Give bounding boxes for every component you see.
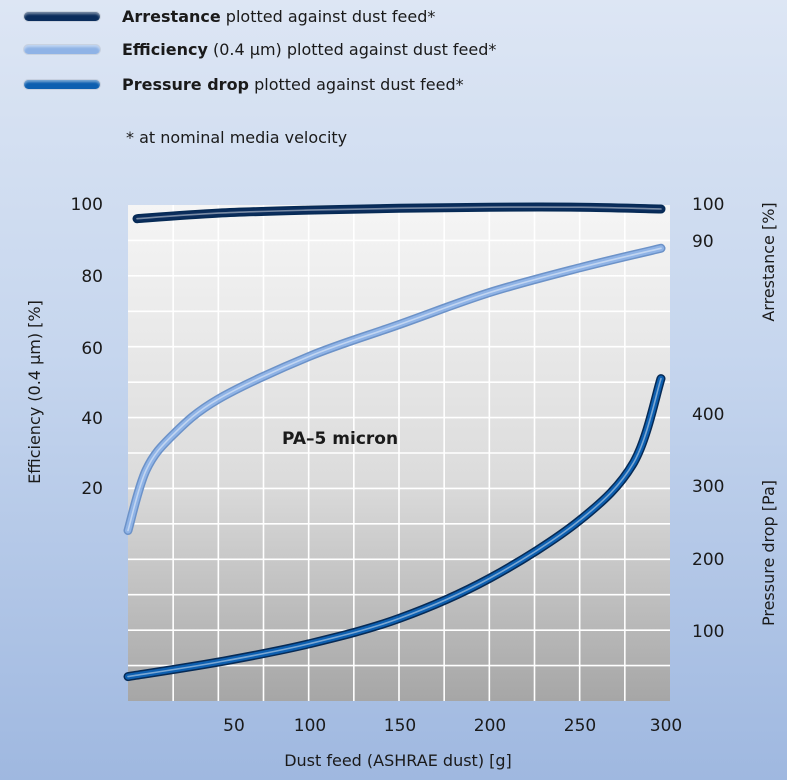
series-highlight-efficiency — [127, 247, 662, 532]
legend-bold-efficiency: Efficiency — [122, 39, 208, 59]
x-tick-300: 300 — [650, 716, 682, 736]
right-tick-pressure-300: 300 — [692, 477, 724, 497]
left-tick-80: 80 — [81, 267, 103, 287]
right-tick-pressure-100: 100 — [692, 622, 724, 642]
right-tick-pressure-400: 400 — [692, 405, 724, 425]
x-axis-title: Dust feed (ASHRAE dust) [g] — [284, 751, 512, 770]
legend-swatch-pressure — [24, 79, 100, 89]
legend-swatch-arrestance — [24, 11, 100, 21]
footnote: * at nominal media velocity — [126, 128, 348, 147]
series-line-arrestance — [134, 204, 664, 222]
right-tick-arrestance-100: 100 — [692, 195, 724, 215]
x-tick-200: 200 — [474, 716, 506, 736]
right-axis-title-arrestance: Arrestance [%] — [759, 202, 778, 321]
right-tick-arrestance-90: 90 — [692, 232, 714, 252]
left-tick-60: 60 — [81, 339, 103, 359]
left-axis-title: Efficiency (0.4 µm) [%] — [25, 300, 44, 484]
legend-item-efficiency: Efficiency (0.4 µm) plotted against dust… — [24, 38, 496, 60]
series-highlight-arrestance — [136, 206, 662, 220]
left-tick-40: 40 — [81, 409, 103, 429]
left-tick-20: 20 — [81, 479, 103, 499]
legend-rest-efficiency: (0.4 µm) plotted against dust feed* — [207, 39, 497, 59]
legend-bold-pressure: Pressure drop — [122, 74, 250, 94]
series-line-pressure-drop — [125, 375, 664, 680]
legend-item-pressure: Pressure drop plotted against dust feed* — [24, 73, 464, 95]
legend-rest-pressure: plotted against dust feed* — [249, 74, 464, 94]
left-tick-100: 100 — [71, 195, 103, 215]
annotation-label: PA–5 micron — [282, 429, 398, 449]
x-tick-250: 250 — [564, 716, 596, 736]
right-axis-title-pressure: Pressure drop [Pa] — [759, 480, 778, 626]
legend-swatch-efficiency — [24, 44, 100, 54]
legend-rest-arrestance: plotted against dust feed* — [220, 6, 436, 26]
series-layer — [123, 202, 666, 682]
series-line-efficiency — [125, 245, 664, 534]
x-tick-100: 100 — [294, 716, 326, 736]
x-tick-150: 150 — [384, 716, 416, 736]
right-tick-pressure-200: 200 — [692, 550, 724, 570]
legend-item-arrestance: Arrestance plotted against dust feed* — [24, 5, 435, 27]
legend-bold-arrestance: Arrestance — [122, 6, 221, 26]
series-highlight-pressure-drop — [127, 377, 662, 678]
x-tick-50: 50 — [223, 716, 245, 736]
